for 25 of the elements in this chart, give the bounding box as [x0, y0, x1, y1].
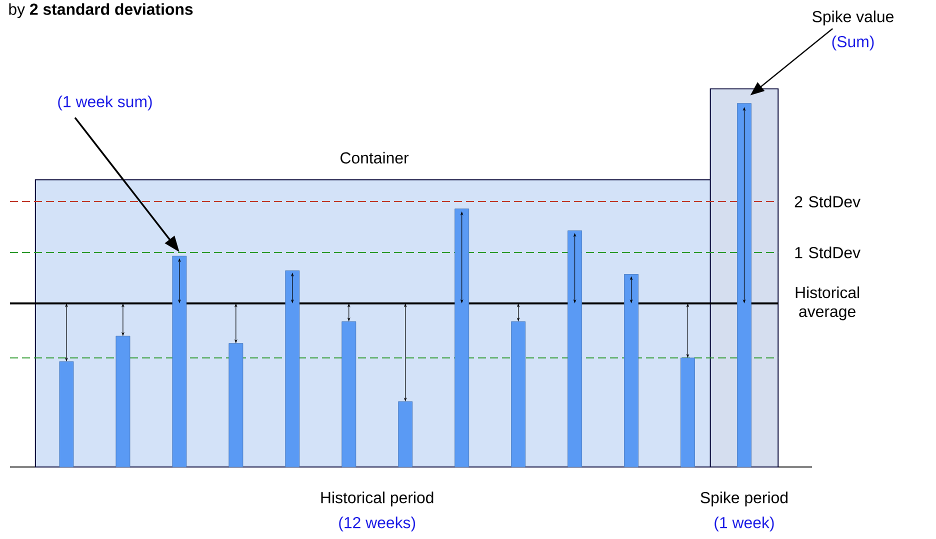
- annotation: Container: [340, 152, 409, 164]
- ref-line-label: 1 StdDev: [795, 246, 860, 258]
- bar: [624, 274, 638, 468]
- bar: [59, 361, 74, 468]
- bar: [228, 343, 244, 468]
- chart-title: by 2 standard deviations: [9, 3, 193, 18]
- bar: [568, 230, 582, 468]
- bar: [398, 401, 413, 468]
- bar: [680, 358, 695, 468]
- text: Spike value: [812, 10, 894, 26]
- ref-line-label: 2 StdDev: [794, 196, 860, 208]
- text: Historical period: [321, 492, 434, 506]
- ref-line-label: Historical average: [796, 286, 860, 320]
- bar: [285, 270, 300, 468]
- bar: [172, 256, 187, 468]
- annotation: (1 week sum): [58, 96, 152, 110]
- bar: [511, 321, 526, 468]
- text: (1 week): [714, 516, 774, 532]
- bar: [737, 103, 752, 468]
- bar: [116, 336, 130, 468]
- bar: [454, 208, 470, 468]
- text: Spike period: [700, 492, 788, 506]
- bar: [342, 321, 356, 468]
- text: (12 weeks): [339, 516, 416, 532]
- text: (Sum): [832, 36, 874, 50]
